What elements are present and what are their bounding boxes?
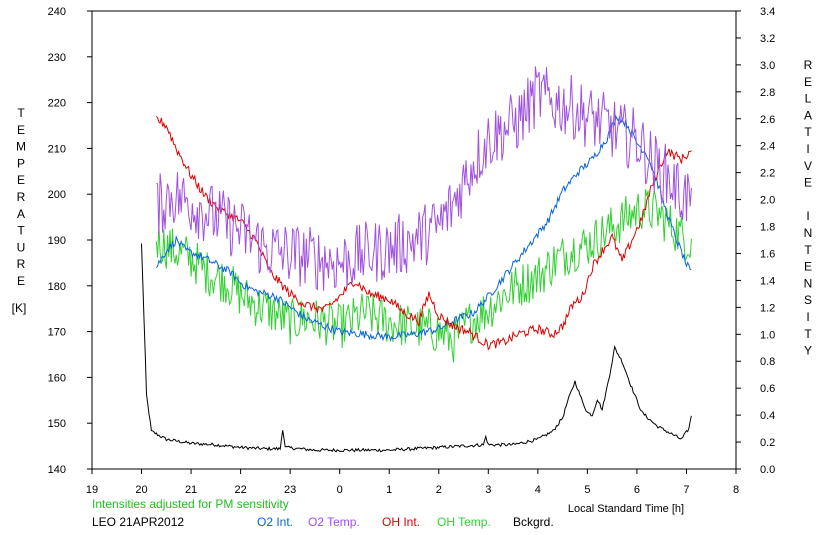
sensitivity-note: Intensities adjusted for PM sensitivity (92, 497, 289, 511)
left-tick-label: 220 (48, 98, 66, 110)
left-tick-label: 200 (48, 189, 66, 201)
x-tick-label: 21 (185, 484, 197, 496)
plot-frame (91, 10, 737, 470)
right-label-letter: N (804, 226, 813, 240)
right-tick-label: 2.8 (760, 87, 775, 99)
right-label-letter: I (806, 310, 809, 324)
right-label-letter: T (804, 243, 812, 257)
right-tick-label: 2.2 (760, 168, 775, 180)
x-tick-label: 23 (284, 484, 296, 496)
station-date: LEO 21APR2012 (92, 515, 184, 529)
left-tick-label: 210 (48, 143, 66, 155)
x-tick-label: 4 (535, 484, 541, 496)
right-label-letter: T (804, 125, 812, 139)
left-label-letter: E (17, 274, 25, 288)
left-label-letter: P (17, 156, 25, 170)
right-tick-label: 0.6 (760, 383, 775, 395)
left-tick-label: 170 (48, 327, 66, 339)
series-line-o2-int (156, 114, 692, 342)
left-label-letter: U (17, 240, 26, 254)
left-label-letter: M (16, 140, 26, 154)
right-tick-label: 1.2 (760, 302, 775, 314)
x-tick-label: 8 (733, 484, 739, 496)
right-label-letter: T (804, 327, 812, 341)
right-label-letter: I (806, 142, 809, 156)
left-tick-label: 190 (48, 235, 66, 247)
right-label-letter: E (804, 75, 812, 89)
left-tick-label: 240 (48, 6, 66, 18)
x-tick-label: 20 (135, 484, 147, 496)
right-label-letter: N (804, 276, 813, 290)
right-label-letter: E (804, 260, 812, 274)
right-tick-label: 1.8 (760, 222, 775, 234)
right-tick-label: 3.2 (760, 33, 775, 45)
left-tick-label: 150 (48, 418, 66, 430)
x-tick-label: 22 (234, 484, 246, 496)
right-label-letter: S (804, 293, 812, 307)
left-label-letter: A (17, 207, 25, 221)
left-axis: 140 150 160 170 180 190 200 210 220 230 240 (48, 6, 92, 476)
right-tick-label: 0.8 (760, 356, 775, 368)
right-tick-label: 2.6 (760, 114, 775, 126)
right-tick-label: 0.4 (760, 410, 775, 422)
x-tick-label: 3 (485, 484, 491, 496)
right-label-letter: E (804, 176, 812, 190)
legend-item: OH Temp. (437, 515, 491, 529)
left-label-letter: E (17, 173, 25, 187)
right-label-letter: A (804, 108, 812, 122)
x-tick-label: 5 (584, 484, 590, 496)
x-tick-label: 1 (386, 484, 392, 496)
right-label-letter: L (805, 92, 812, 106)
right-tick-label: 3.0 (760, 60, 775, 72)
legend-item: Bckgrd. (513, 515, 554, 529)
left-tick-label: 140 (48, 464, 66, 476)
right-tick-label: 1.0 (760, 329, 775, 341)
left-label-letter: E (17, 123, 25, 137)
left-label-letter: T (17, 224, 25, 238)
series-layer (141, 66, 692, 453)
left-label-letter: R (17, 257, 26, 271)
x-axis-label: Local Standard Time [h] (568, 503, 684, 515)
left-label-letter: T (17, 106, 25, 120)
right-label-letter: V (804, 159, 812, 173)
right-label-letter: R (804, 58, 813, 72)
left-tick-label: 160 (48, 372, 66, 384)
left-tick-label: 180 (48, 281, 66, 293)
legend-item: O2 Temp. (308, 515, 360, 529)
right-label-letter: I (806, 209, 809, 223)
x-tick-label: 7 (683, 484, 689, 496)
right-tick-label: 2.4 (760, 141, 775, 153)
right-tick-label: 3.4 (760, 6, 775, 18)
right-tick-label: 1.6 (760, 248, 775, 260)
left-tick-label: 230 (48, 52, 66, 64)
series-line-bckgrd (141, 243, 692, 453)
legend-item: OH Int. (382, 515, 420, 529)
x-tick-label: 0 (337, 484, 343, 496)
right-tick-label: 0.2 (760, 437, 775, 449)
x-tick-label: 19 (86, 484, 98, 496)
right-axis: 0.0 0.2 0.4 0.6 0.8 1.0 1.2 1.4 1.6 1.8 2.0 2.2 2.4 2… (736, 6, 775, 476)
right-tick-label: 2.0 (760, 195, 775, 207)
series-line-oh-int (156, 116, 692, 351)
x-tick-label: 6 (634, 484, 640, 496)
left-label-letter: R (17, 190, 26, 204)
x-tick-label: 2 (436, 484, 442, 496)
legend: O2 Int. O2 Temp. OH Int. OH Temp. Bckgrd. (257, 515, 554, 529)
left-axis-unit: [K] (12, 301, 27, 315)
x-axis: 19 20 21 22 23 0 1 2 3 4 5 6 7 8 (86, 469, 739, 496)
series-line-oh-temp (155, 189, 692, 363)
right-tick-label: 0.0 (760, 464, 775, 476)
right-tick-label: 1.4 (760, 275, 775, 287)
series-line-o2-temp (156, 66, 692, 291)
legend-item: O2 Int. (257, 515, 293, 529)
right-label-letter: Y (804, 344, 812, 358)
